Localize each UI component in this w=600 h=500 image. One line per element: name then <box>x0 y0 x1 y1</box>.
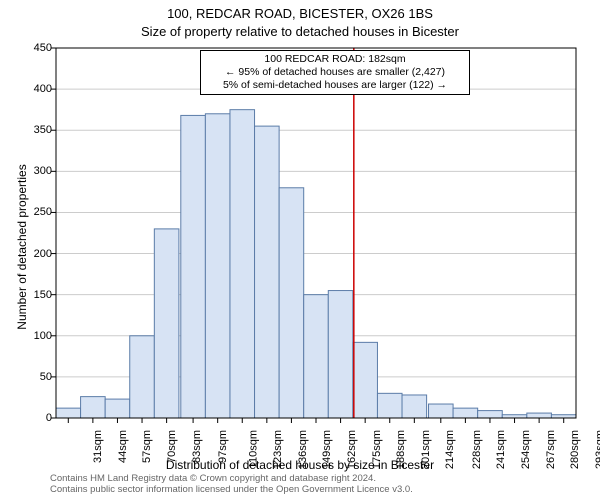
annotation-line-1: 100 REDCAR ROAD: 182sqm <box>205 53 465 66</box>
y-tick-label: 100 <box>34 330 52 342</box>
y-tick-label: 150 <box>34 289 52 301</box>
annotation-line-3: 5% of semi-detached houses are larger (1… <box>205 79 465 92</box>
chart-container: 100, REDCAR ROAD, BICESTER, OX26 1BS Siz… <box>0 0 600 500</box>
annotation-line-2: ← 95% of detached houses are smaller (2,… <box>205 66 465 79</box>
footer-line-2: Contains public sector information licen… <box>50 485 413 496</box>
y-tick-label: 350 <box>34 124 52 136</box>
y-tick-label: 450 <box>34 42 52 54</box>
y-tick-label: 400 <box>34 83 52 95</box>
annotation-box: 100 REDCAR ROAD: 182sqm ← 95% of detache… <box>200 50 470 95</box>
y-tick-label: 250 <box>34 206 52 218</box>
y-tick-label: 0 <box>46 412 52 424</box>
x-axis-label: Distribution of detached houses by size … <box>0 458 600 472</box>
y-tick-label: 50 <box>40 371 52 383</box>
title-line-2: Size of property relative to detached ho… <box>0 24 600 39</box>
footer-attribution: Contains HM Land Registry data © Crown c… <box>50 474 413 496</box>
title-line-1: 100, REDCAR ROAD, BICESTER, OX26 1BS <box>0 6 600 21</box>
y-axis-label: Number of detached properties <box>15 137 29 357</box>
y-tick-label: 200 <box>34 248 52 260</box>
y-tick-label: 300 <box>34 165 52 177</box>
plot-area <box>56 48 576 418</box>
histogram-svg <box>56 48 576 418</box>
